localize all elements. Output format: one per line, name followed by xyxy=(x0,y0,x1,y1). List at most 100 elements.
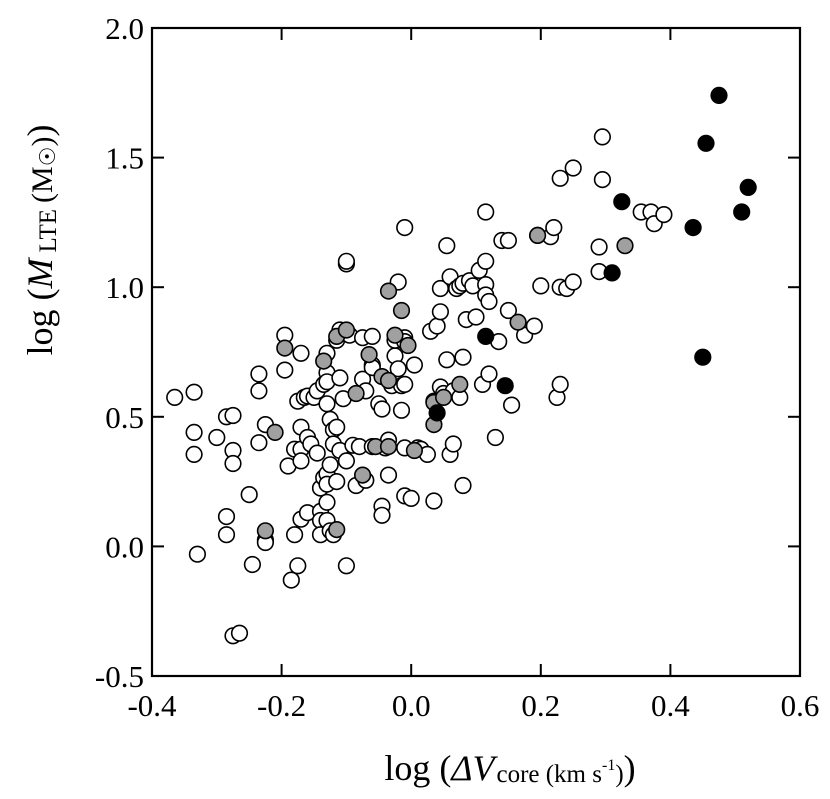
gray-circle-point xyxy=(276,339,294,357)
open-circle-point xyxy=(428,317,446,335)
gray-circle-point xyxy=(347,384,365,403)
open-circle-point xyxy=(318,395,336,413)
filled-circle-point xyxy=(428,404,446,422)
y-tick-label: 1.5 xyxy=(105,141,144,176)
open-circle-point xyxy=(477,252,495,270)
x-tick-label: -0.2 xyxy=(257,688,306,723)
open-circle-point xyxy=(328,473,346,491)
open-circle-point xyxy=(503,396,521,414)
open-circle-point xyxy=(308,444,326,462)
open-circle-point xyxy=(230,624,249,642)
gray-circle-point xyxy=(379,438,398,456)
series-filled xyxy=(428,86,757,422)
filled-circle-point xyxy=(613,193,631,211)
open-circle-point xyxy=(289,557,307,575)
x-tick-label: 0.0 xyxy=(392,688,431,723)
axis-tick-labels: -0.4 -0.2 0.0 0.2 0.4 0.6 -0.5 0.0 0.5 1.0 1.5 2.0 xyxy=(95,11,819,723)
open-circle-point xyxy=(373,400,391,418)
axis-ticks xyxy=(151,27,801,677)
open-circle-point xyxy=(425,492,443,510)
gray-circle-point xyxy=(379,371,398,390)
open-circle-point xyxy=(551,169,569,187)
open-circle-point xyxy=(276,361,294,379)
open-circle-point xyxy=(396,375,414,394)
filled-circle-point xyxy=(694,348,712,366)
open-circle-point xyxy=(337,252,356,270)
open-circle-point xyxy=(188,545,206,563)
open-circle-point xyxy=(389,360,407,378)
filled-circle-point xyxy=(710,86,728,104)
gray-circle-point xyxy=(616,237,634,255)
gray-circle-point xyxy=(451,375,469,394)
x-tick-label: -0.4 xyxy=(127,688,177,723)
open-circle-point xyxy=(655,206,673,224)
filled-circle-point xyxy=(684,219,702,237)
series-open xyxy=(166,128,673,645)
open-circle-point xyxy=(477,203,495,221)
open-circle-point xyxy=(486,428,505,447)
open-circle-point xyxy=(217,526,236,544)
gray-circle-point xyxy=(354,466,372,484)
data-points xyxy=(166,86,757,645)
open-circle-point xyxy=(286,526,304,544)
gray-circle-point xyxy=(405,441,424,460)
open-circle-point xyxy=(331,369,349,387)
open-circle-point xyxy=(292,452,310,470)
gray-circle-point xyxy=(360,346,378,364)
open-circle-point xyxy=(321,456,339,474)
open-circle-point xyxy=(185,445,203,464)
open-circle-point xyxy=(480,365,498,383)
open-circle-point xyxy=(318,493,336,511)
filled-circle-point xyxy=(496,377,514,395)
open-circle-point xyxy=(250,382,268,400)
open-circle-point xyxy=(250,434,268,452)
open-circle-point xyxy=(431,303,450,321)
open-circle-point xyxy=(240,486,258,504)
gray-circle-point xyxy=(435,388,453,407)
open-circle-point xyxy=(467,308,485,326)
y-tick-label: -0.5 xyxy=(95,659,144,694)
open-circle-point xyxy=(590,238,608,256)
y-tick-label: 0.5 xyxy=(105,400,144,435)
gray-circle-point xyxy=(392,301,411,320)
gray-circle-point xyxy=(509,313,527,331)
open-circle-point xyxy=(250,365,268,383)
open-circle-point xyxy=(185,383,203,401)
filled-circle-point xyxy=(603,264,621,282)
gray-circle-point xyxy=(266,423,284,442)
open-circle-point xyxy=(444,435,462,453)
open-circle-point xyxy=(379,466,398,484)
x-tick-label: 0.6 xyxy=(781,688,820,723)
open-circle-point xyxy=(217,507,236,526)
gray-circle-point xyxy=(337,321,356,339)
open-circle-point xyxy=(328,418,346,436)
open-circle-point xyxy=(480,292,498,311)
open-circle-point xyxy=(499,301,518,320)
open-circle-point xyxy=(282,571,300,589)
open-circle-point xyxy=(545,219,563,237)
gray-circle-point xyxy=(528,226,547,244)
y-tick-label: 1.0 xyxy=(105,270,144,305)
x-axis-title: log (ΔVcore (km s-1)) xyxy=(384,748,635,788)
open-circle-point xyxy=(185,423,203,442)
open-circle-point xyxy=(525,317,543,335)
open-circle-point xyxy=(363,327,381,346)
open-circle-point xyxy=(243,555,261,574)
filled-circle-point xyxy=(477,327,495,346)
y-tick-label: 0.0 xyxy=(105,529,144,564)
open-circle-point xyxy=(551,375,569,394)
open-circle-point xyxy=(396,219,414,237)
x-tick-label: 0.4 xyxy=(651,688,690,723)
y-tick-label: 2.0 xyxy=(105,11,144,46)
open-circle-point xyxy=(532,277,550,295)
open-circle-point xyxy=(166,388,184,407)
open-circle-point xyxy=(499,231,518,250)
gray-circle-point xyxy=(386,326,404,344)
filled-circle-point xyxy=(739,178,757,196)
open-circle-point xyxy=(593,128,612,146)
open-circle-point xyxy=(402,489,420,508)
gray-circle-point xyxy=(315,352,333,370)
y-axis-title: log (MLTE(M☉)) xyxy=(20,125,62,356)
open-circle-point xyxy=(224,454,242,473)
open-circle-point xyxy=(438,237,456,255)
